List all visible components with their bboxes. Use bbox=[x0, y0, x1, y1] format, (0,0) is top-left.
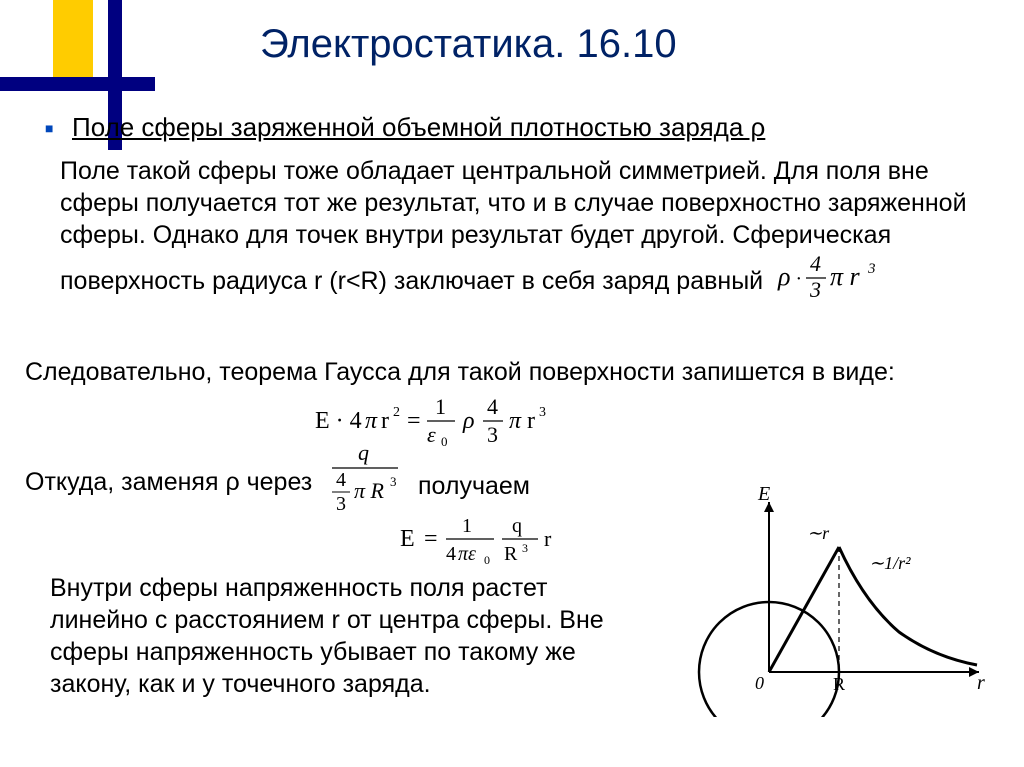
svg-text:0: 0 bbox=[484, 553, 490, 567]
formula-final: E = 1 4 πε 0 q R 3 r bbox=[400, 512, 610, 573]
svg-text:2: 2 bbox=[393, 405, 400, 420]
svg-text:π: π bbox=[365, 408, 378, 434]
svg-text:r: r bbox=[544, 526, 552, 551]
svg-text:r: r bbox=[527, 408, 535, 434]
svg-text:ε: ε bbox=[427, 422, 436, 447]
tick-R: R bbox=[833, 674, 845, 694]
paragraph-3a: Откуда, заменяя ρ через bbox=[25, 466, 312, 498]
svg-text:4: 4 bbox=[487, 394, 498, 419]
bullet-icon: ■ bbox=[45, 120, 53, 136]
svg-text:·: · bbox=[796, 268, 801, 290]
svg-text:4: 4 bbox=[446, 543, 456, 565]
svg-text:4: 4 bbox=[336, 469, 346, 491]
axis-label-r: r bbox=[977, 672, 985, 694]
diagram-svg: E r 0 R ∼r ∼1/r² bbox=[659, 487, 989, 717]
svg-text:q: q bbox=[512, 515, 522, 537]
svg-text:r: r bbox=[381, 408, 389, 434]
svg-text:=: = bbox=[407, 408, 421, 434]
svg-text:E · 4: E · 4 bbox=[315, 408, 362, 434]
svg-text:3: 3 bbox=[522, 541, 528, 555]
svg-text:=: = bbox=[424, 526, 438, 552]
svg-text:3: 3 bbox=[809, 277, 821, 302]
svg-text:0: 0 bbox=[441, 434, 448, 449]
paragraph-1: Поле такой сферы тоже обладает центральн… bbox=[60, 155, 970, 314]
svg-text:ρ: ρ bbox=[777, 262, 790, 291]
slide: Электростатика. 16.10 ■ Поле сферы заряж… bbox=[0, 0, 1024, 767]
svg-text:3: 3 bbox=[867, 261, 876, 277]
label-linear: ∼r bbox=[807, 523, 830, 543]
svg-text:E: E bbox=[400, 526, 415, 552]
math-rho-vol: ρ · 4 3 π r 3 bbox=[778, 251, 878, 305]
paragraph-3b: получаем bbox=[418, 470, 530, 502]
label-invsq: ∼1/r² bbox=[869, 553, 911, 573]
formula-charge: ρ · 4 3 π r 3 bbox=[778, 251, 878, 314]
axis-label-E: E bbox=[757, 487, 770, 505]
paragraph-2: Следовательно, теорема Гаусса для такой … bbox=[25, 356, 1005, 388]
field-diagram: E r 0 R ∼r ∼1/r² bbox=[659, 487, 989, 717]
formula-sub: q 4 3 π R 3 bbox=[326, 442, 406, 521]
svg-text:3: 3 bbox=[390, 474, 397, 489]
accent-blue-horizontal bbox=[0, 77, 155, 91]
math-q-over-vol: q 4 3 π R 3 bbox=[326, 442, 406, 516]
svg-text:π R: π R bbox=[354, 478, 385, 503]
page-title: Электростатика. 16.10 bbox=[260, 22, 677, 67]
origin-label: 0 bbox=[755, 673, 764, 693]
svg-text:3: 3 bbox=[487, 422, 498, 447]
svg-text:π: π bbox=[509, 408, 522, 434]
math-E-final: E = 1 4 πε 0 q R 3 r bbox=[400, 512, 610, 568]
svg-text:R: R bbox=[504, 543, 518, 565]
svg-text:3: 3 bbox=[336, 493, 346, 515]
svg-text:ρ: ρ bbox=[462, 408, 475, 434]
svg-text:3: 3 bbox=[539, 405, 546, 420]
section-heading: Поле сферы заряженной объемной плотность… bbox=[72, 112, 765, 143]
accent-yellow-block bbox=[53, 0, 93, 77]
svg-text:q: q bbox=[358, 440, 369, 465]
svg-text:πε: πε bbox=[458, 543, 476, 565]
svg-text:4: 4 bbox=[810, 251, 821, 276]
paragraph-4: Внутри сферы напряженность поля растет л… bbox=[50, 572, 650, 700]
svg-text:1: 1 bbox=[462, 515, 472, 537]
svg-text:π r: π r bbox=[830, 262, 861, 291]
svg-text:1: 1 bbox=[435, 394, 446, 419]
